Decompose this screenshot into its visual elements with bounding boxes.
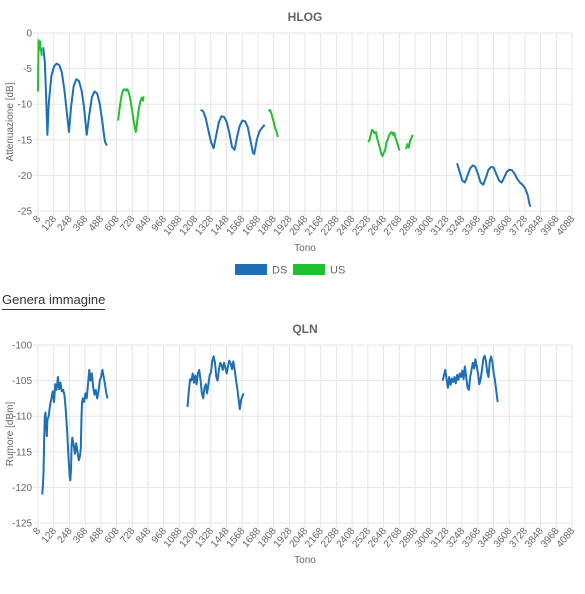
y-axis-label: Rumore [dBm] <box>5 402 16 467</box>
x-tick-label: 848 <box>134 214 153 234</box>
x-tick-label: 128 <box>40 214 59 234</box>
x-axis-label: Tono <box>294 243 316 254</box>
x-tick-label: 8 <box>31 526 43 538</box>
x-tick-label: 848 <box>134 526 153 546</box>
generate-image-link[interactable]: Genera immagine <box>2 292 106 310</box>
x-tick-label: 608 <box>103 526 122 546</box>
x-tick-label: 368 <box>71 526 90 546</box>
y-tick-label: -25 <box>18 207 33 218</box>
y-tick-label: -10 <box>18 100 33 111</box>
hlog-chart: HLOG812824836848860872884896810881208132… <box>5 10 578 277</box>
x-tick-label: 248 <box>56 526 75 546</box>
series-line-ds <box>42 47 108 146</box>
y-tick-label: -115 <box>13 447 33 458</box>
y-tick-label: 0 <box>26 29 32 40</box>
y-tick-label: -110 <box>13 412 33 423</box>
x-tick-label: 8 <box>31 214 43 226</box>
series-line-qln <box>441 354 499 403</box>
y-tick-label: -5 <box>23 64 32 75</box>
x-tick-label: 4088 <box>555 214 578 238</box>
y-tick-label: -125 <box>12 519 32 530</box>
legend-label-us[interactable]: US <box>330 265 345 277</box>
series-line-ds <box>200 109 266 155</box>
x-tick-label: 728 <box>118 526 137 546</box>
chart-title: HLOG <box>288 10 323 24</box>
x-tick-label: 248 <box>56 214 75 234</box>
chart-title: QLN <box>292 322 317 336</box>
series-line-us <box>405 134 414 150</box>
qln-chart: QLN8128248368488608728848968108812081328… <box>5 322 578 566</box>
y-tick-label: -120 <box>12 483 32 494</box>
x-tick-label: 368 <box>71 214 90 234</box>
y-tick-label: -20 <box>18 171 33 182</box>
series-line-ds <box>456 163 532 207</box>
x-tick-label: 488 <box>87 526 106 546</box>
series-line-us <box>367 128 401 158</box>
series-line-qln <box>186 355 245 411</box>
series-line-us <box>117 88 145 133</box>
x-axis-label: Tono <box>294 555 316 566</box>
y-axis-label: Attenuazione [dB] <box>5 82 16 161</box>
legend-label-ds[interactable]: DS <box>272 265 287 277</box>
x-tick-label: 728 <box>118 214 137 234</box>
series-line-qln <box>41 368 109 495</box>
series-line-us <box>267 108 279 138</box>
x-tick-label: 4088 <box>555 526 578 550</box>
legend-swatch-us[interactable] <box>293 264 325 275</box>
y-tick-label: -100 <box>12 341 32 352</box>
x-tick-label: 128 <box>40 526 59 546</box>
series-line-us <box>37 39 43 92</box>
legend-swatch-ds[interactable] <box>235 264 267 275</box>
y-tick-label: -15 <box>18 135 33 146</box>
x-tick-label: 488 <box>87 214 106 234</box>
y-tick-label: -105 <box>12 376 32 387</box>
x-tick-label: 608 <box>103 214 122 234</box>
